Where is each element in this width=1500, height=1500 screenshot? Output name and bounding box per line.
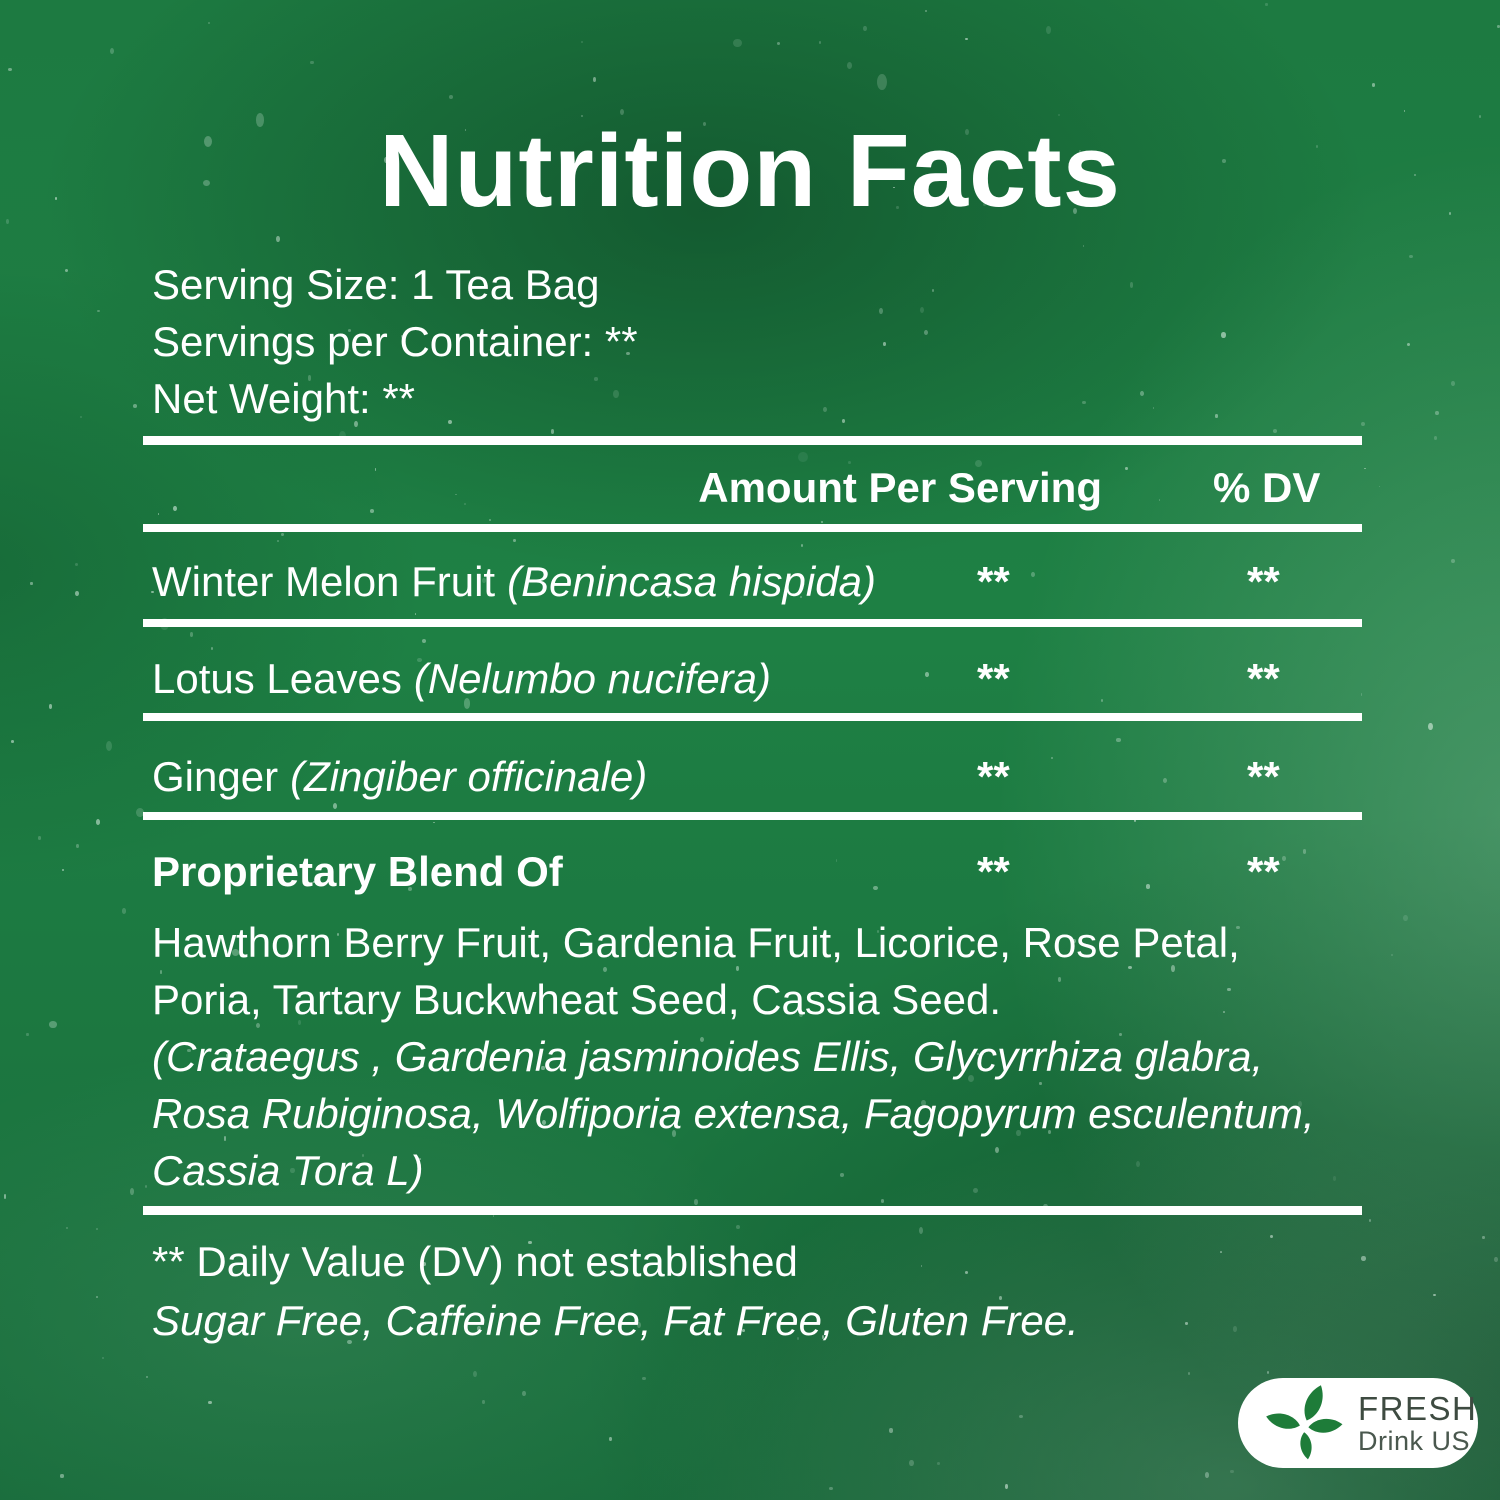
- free-claims: Sugar Free, Caffeine Free, Fat Free, Glu…: [152, 1297, 1079, 1344]
- dv-value: **: [1247, 848, 1280, 895]
- table-row: Winter Melon Fruit (Benincasa hispida): [152, 558, 876, 606]
- dv-value: **: [1247, 753, 1280, 800]
- brand-name: FRESH: [1358, 1389, 1478, 1427]
- serving-size: Serving Size: 1 Tea Bag: [152, 261, 600, 308]
- brand-text: FRESH Drink US: [1358, 1392, 1477, 1455]
- dv-value: **: [1247, 558, 1280, 605]
- blend-ingredient-list: Hawthorn Berry Fruit, Gardenia Fruit, Li…: [152, 914, 1240, 1028]
- percent-dv-header: % DV: [1213, 464, 1321, 511]
- dv-footnote: ** Daily Value (DV) not established: [152, 1238, 798, 1285]
- table-rule-header: [143, 524, 1362, 532]
- ingredient-name: Ginger: [152, 753, 279, 800]
- serving-info: Serving Size: 1 Tea Bag Servings per Con…: [152, 256, 638, 427]
- table-rule-top: [143, 436, 1362, 445]
- ingredient-latin-name: (Benincasa hispida): [507, 558, 876, 605]
- ingredient-name: Lotus Leaves: [152, 655, 402, 702]
- net-weight: Net Weight: **: [152, 375, 416, 422]
- table-row: Ginger (Zingiber officinale): [152, 753, 647, 801]
- proprietary-blend-label: Proprietary Blend Of: [152, 848, 563, 895]
- brand-subtitle: Drink US: [1358, 1425, 1471, 1456]
- page-title: Nutrition Facts: [379, 113, 1121, 228]
- dv-value: **: [1247, 655, 1280, 702]
- amount-value: **: [977, 558, 1010, 605]
- table-rule: [143, 713, 1362, 721]
- blend-latin-line: (Crataegus , Gardenia jasminoides Ellis,…: [152, 1033, 1264, 1080]
- amount-value: **: [977, 753, 1010, 800]
- blend-ingredient-line: Hawthorn Berry Fruit, Gardenia Fruit, Li…: [152, 919, 1240, 966]
- ingredient-latin-name: (Nelumbo nucifera): [413, 655, 772, 702]
- table-rule: [143, 812, 1362, 820]
- ingredient-latin-name: (Zingiber officinale): [290, 753, 648, 800]
- table-rule: [143, 619, 1362, 627]
- blend-ingredient-line: Poria, Tartary Buckwheat Seed, Cassia Se…: [152, 976, 1002, 1023]
- brand-logo: FRESH Drink US: [1238, 1378, 1478, 1468]
- amount-value: **: [977, 848, 1010, 895]
- blend-latin-line: Rosa Rubiginosa, Wolfiporia extensa, Fag…: [152, 1090, 1315, 1137]
- amount-per-serving-header: Amount Per Serving: [698, 464, 1102, 511]
- four-leaves-icon: [1266, 1385, 1343, 1460]
- servings-per-container: Servings per Container: **: [152, 318, 638, 365]
- table-row: Lotus Leaves (Nelumbo nucifera): [152, 655, 771, 703]
- table-rule-bottom: [143, 1206, 1362, 1215]
- blend-latin-list: (Crataegus , Gardenia jasminoides Ellis,…: [152, 1028, 1315, 1199]
- blend-latin-line: Cassia Tora L): [152, 1147, 424, 1194]
- amount-value: **: [977, 655, 1010, 702]
- ingredient-name: Winter Melon Fruit: [152, 558, 496, 605]
